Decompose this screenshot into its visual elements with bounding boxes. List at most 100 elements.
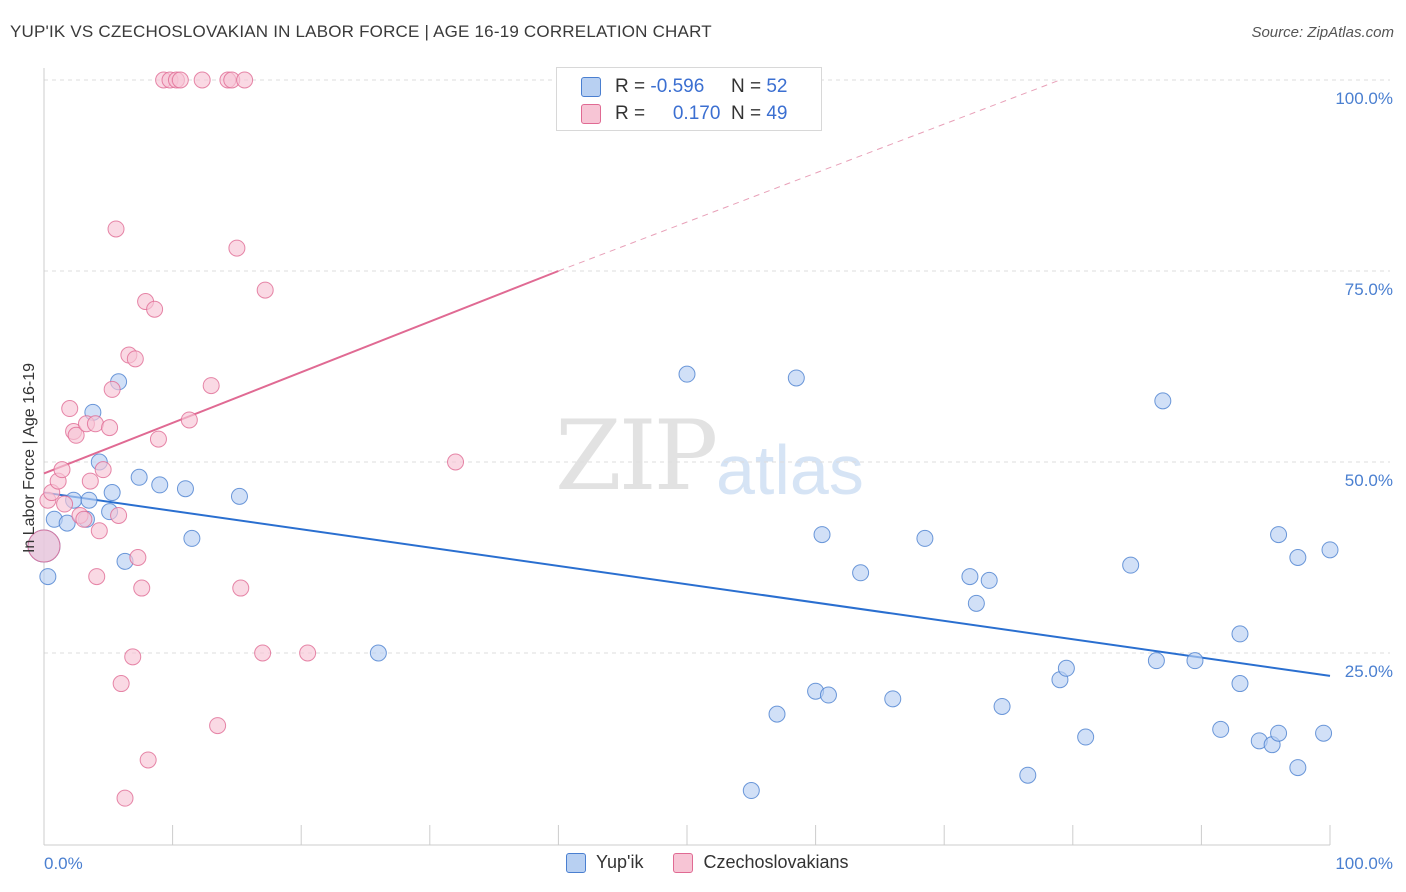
- point-yupik: [369, 644, 387, 662]
- point-yupik: [1289, 549, 1307, 566]
- point-czech: [124, 648, 142, 666]
- point-czech: [67, 426, 85, 444]
- point-czech: [116, 789, 134, 807]
- point-yupik: [80, 491, 98, 509]
- bottom-swatch-blue: [566, 852, 586, 873]
- point-yupik: [813, 526, 831, 544]
- point-yupik: [980, 571, 998, 589]
- legend-r-value: -0.596: [650, 76, 705, 97]
- legend-r-label: R =: [615, 103, 646, 124]
- point-yupik: [176, 480, 194, 498]
- point-yupik: [678, 365, 696, 383]
- point-czech: [81, 472, 99, 490]
- point-yupik: [1321, 541, 1339, 559]
- bottom-legend: Yup'ik Czechoslovakians: [566, 852, 879, 873]
- point-yupik: [130, 468, 148, 486]
- chart-title: YUP'IK VS CZECHOSLOVAKIAN IN LABOR FORCE…: [10, 22, 712, 41]
- point-yupik: [819, 686, 837, 704]
- point-yupik: [884, 690, 902, 708]
- x-tick-label: 0.0%: [44, 854, 83, 873]
- trendline-czech: [43, 270, 559, 475]
- bottom-legend-label: Czechoslovakians: [703, 852, 849, 872]
- point-czech: [254, 644, 272, 662]
- point-yupik: [1057, 659, 1075, 677]
- tick-labels: 100.0% 75.0% 50.0% 25.0% 0.0% 100.0%: [44, 89, 1393, 873]
- point-czech: [133, 579, 151, 597]
- point-czech: [110, 506, 128, 524]
- point-yupik: [787, 369, 805, 387]
- legend-swatch-pink: [581, 104, 601, 124]
- y-tick-label: 50.0%: [1345, 471, 1393, 490]
- point-czech: [202, 377, 220, 395]
- trendline-yupik: [43, 491, 1331, 677]
- legend-n-label: N =: [730, 103, 762, 124]
- trendlines: [43, 79, 1331, 677]
- point-yupik: [1289, 759, 1307, 777]
- point-czech: [103, 380, 121, 398]
- point-yupik: [916, 529, 934, 547]
- point-czech: [236, 71, 254, 89]
- legend-n-value: 52: [766, 76, 788, 97]
- point-yupik: [1077, 728, 1095, 746]
- point-czech: [139, 751, 157, 769]
- point-yupik: [183, 529, 201, 547]
- point-yupik: [993, 697, 1011, 715]
- bottom-legend-yupik: Yup'ik: [566, 852, 643, 873]
- legend-r-label: R =: [615, 76, 646, 97]
- legend-box: R = -0.596 N = 52 R = 0.170 N = 49: [556, 67, 822, 131]
- point-yupik: [58, 514, 76, 532]
- legend-n-label: N =: [730, 76, 762, 97]
- point-yupik: [1212, 720, 1230, 738]
- grid-lines: [44, 79, 1390, 654]
- point-yupik: [230, 487, 248, 505]
- point-czech: [90, 522, 108, 540]
- point-yupik: [103, 484, 121, 502]
- point-czech: [180, 411, 198, 429]
- legend-swatch-blue: [581, 77, 601, 97]
- legend-row-yupik: R = -0.596 N = 52: [581, 75, 787, 99]
- bottom-legend-label: Yup'ik: [596, 852, 644, 872]
- point-czech: [171, 71, 189, 89]
- point-czech: [299, 644, 317, 662]
- point-czech: [228, 239, 246, 257]
- point-yupik: [1231, 675, 1249, 693]
- y-axis-label: In Labor Force | Age 16-19: [21, 363, 38, 553]
- point-yupik: [1154, 392, 1172, 410]
- point-yupik: [742, 782, 760, 800]
- point-czech: [232, 579, 250, 597]
- point-yupik: [39, 568, 57, 586]
- point-czech: [129, 549, 147, 566]
- point-czech: [149, 430, 167, 448]
- point-czech: [107, 220, 125, 238]
- legend-r-value: 0.170: [672, 103, 721, 124]
- point-yupik: [967, 594, 985, 612]
- point-yupik: [1315, 724, 1333, 742]
- point-czech: [126, 350, 144, 368]
- point-czech: [94, 461, 112, 479]
- legend-n-value: 49: [766, 103, 788, 124]
- point-yupik: [1231, 625, 1249, 643]
- data-points: [27, 71, 1339, 807]
- point-yupik: [1019, 766, 1037, 784]
- point-yupik: [1122, 556, 1140, 574]
- point-yupik: [1270, 526, 1288, 544]
- y-tick-label: 100.0%: [1335, 89, 1393, 108]
- point-czech: [447, 453, 465, 471]
- watermark-atlas: atlas: [716, 431, 864, 509]
- point-yupik: [961, 568, 979, 586]
- bottom-swatch-pink: [673, 852, 694, 873]
- point-czech: [86, 415, 104, 433]
- point-czech: [209, 717, 227, 735]
- point-czech: [27, 529, 61, 563]
- source-label: Source: ZipAtlas.com: [1251, 24, 1394, 41]
- y-tick-label: 25.0%: [1345, 662, 1393, 681]
- point-yupik: [852, 564, 870, 582]
- point-czech: [61, 400, 79, 418]
- point-czech: [75, 510, 93, 528]
- bottom-legend-czech: Czechoslovakians: [673, 852, 849, 873]
- point-czech: [88, 568, 106, 586]
- point-yupik: [1147, 652, 1165, 670]
- point-yupik: [768, 705, 786, 723]
- point-czech: [56, 495, 74, 513]
